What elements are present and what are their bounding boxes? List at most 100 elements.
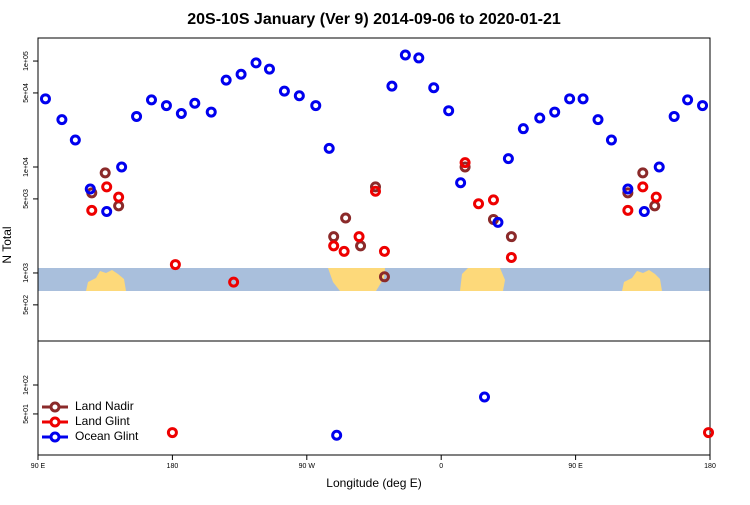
point — [166, 427, 178, 439]
legend-marker — [49, 431, 61, 443]
point — [228, 276, 240, 288]
point — [637, 167, 649, 179]
point — [263, 63, 275, 75]
x-tick-label: 180 — [167, 463, 179, 470]
point — [113, 200, 125, 212]
x-tick-label: 90 E — [31, 463, 46, 470]
point — [116, 161, 128, 173]
legend-label: Land Nadir — [75, 399, 134, 413]
point — [278, 85, 290, 97]
x-tick-label: 90 E — [568, 463, 583, 470]
y-tick-label: 1e+03 — [23, 263, 30, 283]
point — [310, 100, 322, 112]
point — [169, 259, 181, 271]
y-tick-label: 5e+03 — [23, 189, 30, 209]
point — [502, 153, 514, 165]
point — [479, 391, 491, 403]
chart-title: 20S-10S January (Ver 9) 2014-09-06 to 20… — [187, 11, 561, 28]
point — [328, 240, 340, 252]
point — [101, 206, 113, 218]
point — [378, 271, 390, 283]
legend-label: Land Glint — [75, 414, 130, 428]
point — [293, 90, 305, 102]
map-band — [38, 268, 710, 291]
point — [605, 134, 617, 146]
point — [353, 231, 365, 243]
point — [101, 181, 113, 193]
point — [577, 93, 589, 105]
point — [637, 181, 649, 193]
point — [331, 429, 343, 441]
point — [328, 231, 340, 243]
point — [443, 105, 455, 117]
point — [492, 216, 504, 228]
y-axis-label: N Total — [0, 226, 14, 263]
x-axis-label: Longitude (deg E) — [326, 476, 421, 490]
point — [113, 191, 125, 203]
point — [534, 112, 546, 124]
point — [369, 181, 381, 193]
point — [175, 107, 187, 119]
point — [459, 157, 471, 169]
point — [189, 97, 201, 109]
point — [250, 57, 262, 69]
point — [549, 106, 561, 118]
point — [592, 114, 604, 126]
point — [668, 110, 680, 122]
point — [323, 142, 335, 154]
point — [487, 194, 499, 206]
point — [413, 52, 425, 64]
x-tick-label: 90 W — [299, 463, 316, 470]
y-tick-label: 1e+02 — [23, 375, 30, 395]
point — [386, 80, 398, 92]
point — [649, 200, 661, 212]
point — [69, 134, 81, 146]
point — [428, 82, 440, 94]
point — [703, 427, 715, 439]
point — [459, 161, 471, 173]
y-tick-label: 5e+01 — [23, 404, 30, 424]
point — [56, 114, 68, 126]
point — [473, 198, 485, 210]
y-tick-label: 5e+02 — [23, 295, 30, 315]
point — [564, 93, 576, 105]
point — [622, 204, 634, 216]
point — [235, 68, 247, 80]
point — [86, 204, 98, 216]
point — [455, 177, 467, 189]
point — [338, 245, 350, 257]
point — [378, 245, 390, 257]
legend-marker — [49, 416, 61, 428]
point — [205, 106, 217, 118]
point — [697, 100, 709, 112]
point — [355, 240, 367, 252]
plot-frame — [37, 37, 711, 456]
point — [682, 94, 694, 106]
legend-label: Ocean Glint — [75, 429, 139, 443]
point — [505, 231, 517, 243]
point — [399, 49, 411, 61]
legend-marker — [49, 401, 61, 413]
point — [220, 74, 232, 86]
point — [505, 251, 517, 263]
point — [369, 185, 381, 197]
y-tick-label: 5e+04 — [23, 83, 30, 103]
x-tick-label: 0 — [439, 463, 443, 470]
point — [622, 187, 634, 199]
point — [84, 183, 96, 195]
point — [131, 110, 143, 122]
point — [622, 183, 634, 195]
point — [99, 167, 111, 179]
point — [340, 212, 352, 224]
y-tick-label: 1e+05 — [23, 51, 30, 71]
point — [650, 191, 662, 203]
y-tick-label: 1e+04 — [23, 157, 30, 177]
point — [638, 206, 650, 218]
point — [517, 123, 529, 135]
point — [160, 100, 172, 112]
point — [653, 161, 665, 173]
point — [39, 93, 51, 105]
x-tick-label: 180 — [704, 463, 716, 470]
point — [145, 94, 157, 106]
